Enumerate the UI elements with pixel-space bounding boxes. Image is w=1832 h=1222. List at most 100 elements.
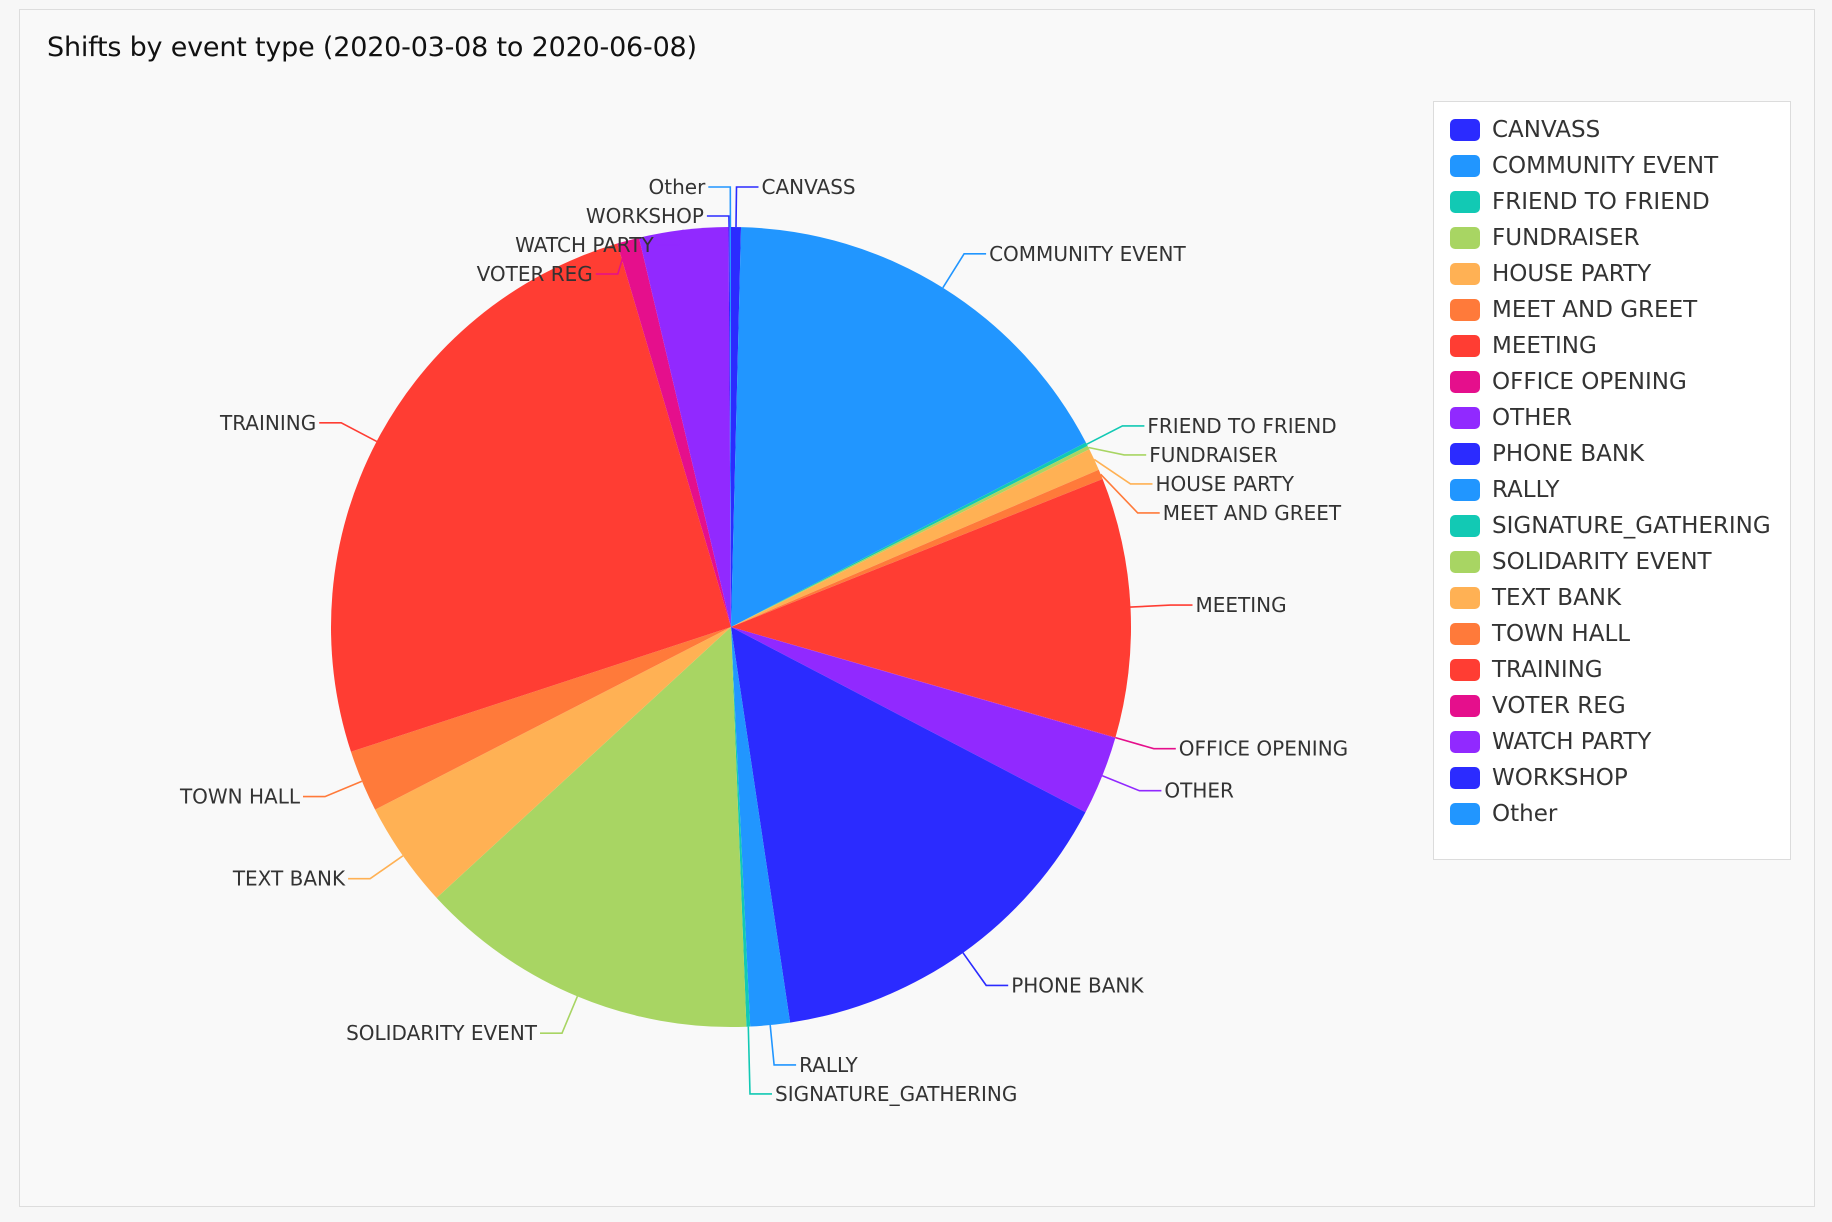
legend-item-other[interactable]: OTHER	[1434, 400, 1790, 436]
legend-item-canvass[interactable]: CANVASS	[1434, 112, 1790, 148]
leader-line-signature-gathering	[747, 1026, 772, 1095]
slice-label-other: OTHER	[1164, 779, 1234, 803]
leader-line-solidarity-event	[540, 995, 579, 1035]
slice-label-training: TRAINING	[219, 411, 316, 435]
slice-label-house-party: HOUSE PARTY	[1156, 472, 1295, 496]
legend-item-rally[interactable]: RALLY	[1434, 472, 1790, 508]
slice-label-rally: RALLY	[799, 1053, 858, 1077]
legend-swatch	[1450, 515, 1480, 537]
legend-label: TRAINING	[1492, 657, 1603, 683]
slice-label-watch-party: WATCH PARTY	[515, 233, 654, 257]
legend-swatch	[1450, 155, 1480, 177]
legend-item-workshop[interactable]: WORKSHOP	[1434, 760, 1790, 796]
pie-slice-fundraiser[interactable]	[731, 445, 1090, 627]
slice-label-text-bank: TEXT BANK	[232, 867, 346, 891]
pie-slice-rally[interactable]	[731, 627, 791, 1027]
legend-label: FUNDRAISER	[1492, 225, 1640, 251]
slice-label-community-event: COMMUNITY EVENT	[989, 242, 1186, 266]
slice-label-town-hall: TOWN HALL	[179, 785, 301, 809]
legend-swatch	[1450, 371, 1480, 393]
legend-swatch	[1450, 659, 1480, 681]
legend-item-meeting[interactable]: MEETING	[1434, 328, 1790, 364]
legend-swatch	[1450, 299, 1480, 321]
legend-label: SIGNATURE_GATHERING	[1492, 513, 1771, 539]
slice-label-meeting: MEETING	[1196, 593, 1287, 617]
legend-item-fundraiser[interactable]: FUNDRAISER	[1434, 220, 1790, 256]
legend-item-friend-to-friend[interactable]: FRIEND TO FRIEND	[1434, 184, 1790, 220]
legend-label: TOWN HALL	[1492, 621, 1631, 647]
pie-slice-text-bank[interactable]	[375, 627, 731, 898]
pie-slice-workshop[interactable]	[728, 227, 731, 627]
legend-label: FRIEND TO FRIEND	[1492, 189, 1710, 215]
slice-label-canvass: CANVASS	[762, 175, 856, 199]
leader-line-fundraiser	[1088, 446, 1147, 456]
pie-slice-canvass[interactable]	[731, 227, 742, 627]
leader-line-community-event	[942, 253, 987, 289]
slice-label-solidarity-event: SOLIDARITY EVENT	[346, 1021, 538, 1045]
legend-label: OTHER	[1492, 405, 1572, 431]
pie-slice-meeting[interactable]	[731, 479, 1132, 738]
legend-item-office-opening[interactable]: OFFICE OPENING	[1434, 364, 1790, 400]
legend-label: COMMUNITY EVENT	[1492, 153, 1719, 179]
pie-slice-office-opening[interactable]	[731, 627, 1116, 738]
leader-line-rally	[769, 1025, 797, 1066]
legend-label: HOUSE PARTY	[1492, 261, 1652, 287]
legend-item-town-hall[interactable]: TOWN HALL	[1434, 616, 1790, 652]
legend-swatch	[1450, 407, 1480, 429]
slice-label-voter-reg: VOTER REG	[477, 262, 593, 286]
slice-label-meet-and-greet: MEET AND GREET	[1163, 501, 1342, 525]
legend-item-text-bank[interactable]: TEXT BANK	[1434, 580, 1790, 616]
legend-label: VOTER REG	[1492, 693, 1626, 719]
pie-slice-voter-reg[interactable]	[617, 237, 731, 627]
pie-slice-watch-party[interactable]	[639, 227, 731, 627]
slice-label-office-opening: OFFICE OPENING	[1179, 737, 1348, 761]
leader-line-text-bank	[348, 855, 404, 880]
legend-item-training[interactable]: TRAINING	[1434, 652, 1790, 688]
legend-swatch	[1450, 479, 1480, 501]
pie-slice-friend-to-friend[interactable]	[731, 442, 1088, 627]
pie-slice-meet-and-greet[interactable]	[731, 469, 1103, 627]
pie-slice-other[interactable]	[729, 226, 731, 627]
pie-slice-signature-gathering[interactable]	[731, 627, 751, 1027]
legend-item-house-party[interactable]: HOUSE PARTY	[1434, 256, 1790, 292]
slice-label-fundraiser: FUNDRAISER	[1149, 443, 1278, 467]
legend-item-signature-gathering[interactable]: SIGNATURE_GATHERING	[1434, 508, 1790, 544]
pie-slice-other[interactable]	[731, 627, 1116, 813]
leader-line-other	[708, 186, 732, 228]
pie-slice-solidarity-event[interactable]	[436, 627, 747, 1027]
legend-swatch	[1450, 263, 1480, 285]
slice-label-workshop: WORKSHOP	[586, 204, 704, 228]
legend-label: OFFICE OPENING	[1492, 369, 1687, 395]
leader-line-other	[1102, 775, 1162, 792]
legend-item-community-event[interactable]: COMMUNITY EVENT	[1434, 148, 1790, 184]
legend-item-phone-bank[interactable]: PHONE BANK	[1434, 436, 1790, 472]
legend-label: CANVASS	[1492, 117, 1601, 143]
leader-line-town-hall	[303, 780, 363, 798]
legend-swatch	[1450, 587, 1480, 609]
leader-line-meeting	[1130, 604, 1193, 608]
legend-label: MEETING	[1492, 333, 1597, 359]
legend-swatch	[1450, 695, 1480, 717]
slice-label-signature-gathering: SIGNATURE_GATHERING	[775, 1082, 1017, 1106]
legend-item-solidarity-event[interactable]: SOLIDARITY EVENT	[1434, 544, 1790, 580]
pie-slice-house-party[interactable]	[731, 449, 1099, 627]
legend-label: WORKSHOP	[1492, 765, 1628, 791]
pie-slice-town-hall[interactable]	[350, 627, 731, 810]
legend-swatch	[1450, 551, 1480, 573]
leader-line-friend-to-friend	[1086, 425, 1145, 445]
legend-item-meet-and-greet[interactable]: MEET AND GREET	[1434, 292, 1790, 328]
legend-swatch	[1450, 803, 1480, 825]
leader-line-canvass	[735, 186, 759, 228]
chart-title: Shifts by event type (2020-03-08 to 2020…	[47, 32, 697, 63]
slice-label-friend-to-friend: FRIEND TO FRIEND	[1147, 414, 1336, 438]
legend-item-watch-party[interactable]: WATCH PARTY	[1434, 724, 1790, 760]
pie-slice-training[interactable]	[331, 243, 731, 752]
legend-item-voter-reg[interactable]: VOTER REG	[1434, 688, 1790, 724]
legend-swatch	[1450, 335, 1480, 357]
legend-item-other[interactable]: Other	[1434, 796, 1790, 832]
legend-swatch	[1450, 119, 1480, 141]
leader-line-training	[319, 421, 378, 443]
leader-line-workshop	[706, 215, 730, 228]
pie-slice-community-event[interactable]	[731, 227, 1086, 627]
pie-slice-phone-bank[interactable]	[731, 627, 1086, 1023]
